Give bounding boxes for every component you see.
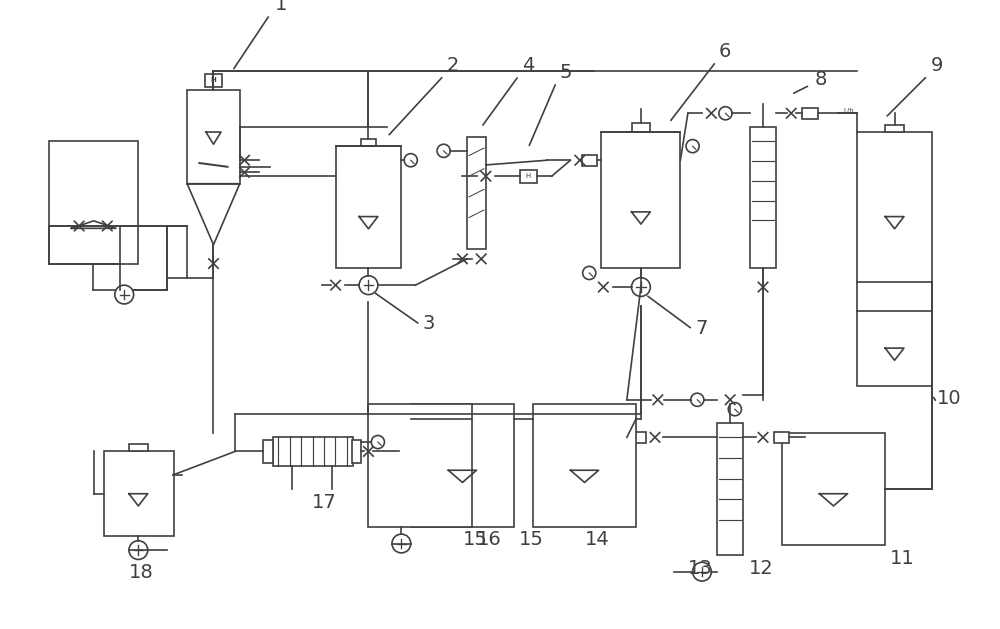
Bar — [802, 108, 818, 119]
Circle shape — [404, 153, 417, 167]
Bar — [774, 431, 789, 443]
Circle shape — [632, 277, 650, 296]
Bar — [361, 138, 376, 146]
Bar — [601, 132, 680, 268]
Bar — [273, 437, 353, 465]
Circle shape — [371, 435, 384, 448]
Text: 14: 14 — [585, 530, 609, 549]
Bar — [187, 90, 240, 184]
Bar — [582, 155, 597, 166]
Circle shape — [359, 276, 378, 294]
Bar — [533, 404, 636, 526]
Circle shape — [686, 140, 699, 153]
Text: 9: 9 — [930, 56, 943, 75]
Bar — [129, 444, 148, 452]
Bar — [336, 146, 401, 268]
Circle shape — [691, 393, 704, 406]
Circle shape — [437, 144, 450, 157]
Text: 3: 3 — [423, 314, 435, 333]
Bar — [750, 127, 776, 268]
Bar — [467, 136, 486, 250]
Text: 10: 10 — [937, 389, 961, 408]
Circle shape — [693, 562, 711, 581]
Text: H: H — [211, 77, 216, 84]
Bar — [263, 440, 273, 463]
Bar — [631, 431, 646, 443]
Bar — [632, 123, 650, 132]
Bar — [104, 452, 174, 536]
Text: 15: 15 — [519, 530, 544, 549]
Circle shape — [115, 285, 134, 304]
Text: 11: 11 — [890, 549, 915, 568]
Text: 15: 15 — [462, 530, 487, 549]
Bar — [520, 170, 537, 183]
Bar — [885, 125, 904, 132]
Circle shape — [392, 534, 411, 553]
Text: 12: 12 — [749, 559, 774, 577]
Circle shape — [129, 541, 148, 559]
Bar — [857, 311, 932, 386]
Bar — [205, 74, 222, 87]
Text: 5: 5 — [559, 62, 572, 82]
Text: 1: 1 — [275, 0, 287, 14]
Text: 8: 8 — [815, 70, 827, 89]
Circle shape — [583, 266, 596, 279]
Text: 13: 13 — [688, 559, 713, 577]
Bar — [352, 440, 361, 463]
Bar — [411, 404, 514, 526]
Bar — [368, 404, 472, 526]
Text: 4: 4 — [522, 56, 534, 75]
Text: 2: 2 — [446, 56, 459, 75]
Text: 17: 17 — [312, 493, 337, 512]
Circle shape — [728, 403, 741, 416]
Bar — [857, 132, 932, 282]
Bar — [49, 142, 138, 264]
Bar — [782, 433, 885, 545]
Circle shape — [719, 107, 732, 120]
Text: 18: 18 — [129, 564, 154, 582]
Bar — [717, 423, 743, 555]
Text: 6: 6 — [719, 42, 731, 61]
Text: L/h: L/h — [843, 108, 854, 114]
Text: 16: 16 — [477, 530, 501, 549]
Text: H: H — [526, 173, 531, 179]
Text: 7: 7 — [695, 319, 708, 338]
